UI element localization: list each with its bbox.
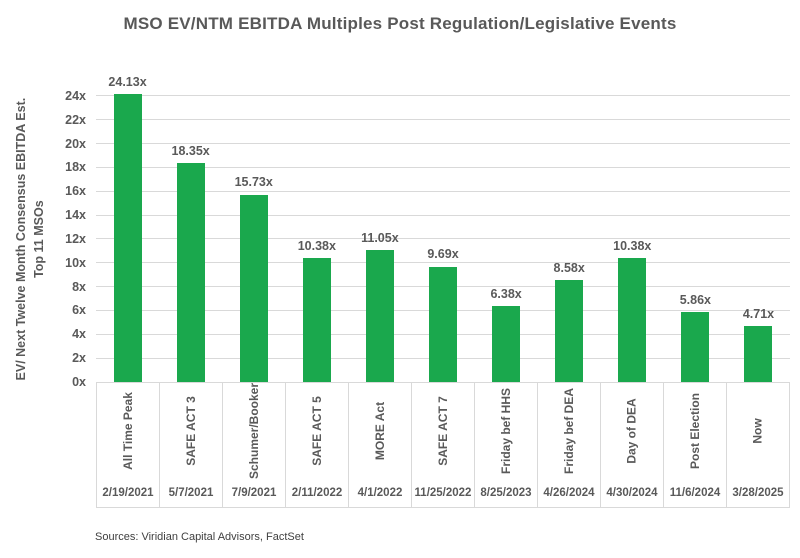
y-tick-label: 8x bbox=[72, 279, 86, 294]
bar-value-label: 18.35x bbox=[171, 144, 210, 159]
y-tick-label: 0x bbox=[72, 375, 86, 389]
category-cell-4: MORE Act 4/1/2022 bbox=[349, 383, 412, 507]
bar-value-label: 15.73x bbox=[234, 175, 273, 190]
bar-value-label: 6.38x bbox=[490, 286, 522, 301]
gridline bbox=[96, 238, 790, 240]
bar-4 bbox=[365, 250, 394, 382]
bar-10 bbox=[744, 325, 773, 382]
y-tick-label: 14x bbox=[65, 208, 86, 223]
category-date: 5/7/2021 bbox=[168, 486, 214, 499]
category-name: Schumer/Booker bbox=[223, 382, 285, 479]
category-name-text: SAFE ACT 7 bbox=[436, 395, 450, 466]
category-date: 11/25/2022 bbox=[414, 486, 472, 499]
category-date: 2/11/2022 bbox=[291, 486, 343, 499]
bar-6 bbox=[492, 305, 521, 382]
y-tick-label: 20x bbox=[65, 136, 86, 151]
gridline bbox=[96, 262, 790, 264]
category-name: SAFE ACT 3 bbox=[160, 383, 222, 478]
category-name-text: All Time Peak bbox=[121, 391, 136, 470]
category-date: 4/26/2024 bbox=[543, 486, 595, 499]
category-cell-8: Day of DEA 4/30/2024 bbox=[601, 383, 664, 507]
y-tick-label: 6x bbox=[72, 303, 86, 318]
y-tick-label: 12x bbox=[65, 231, 86, 246]
category-name-text: Now bbox=[751, 417, 765, 444]
category-name: Now bbox=[727, 383, 789, 478]
bar-3 bbox=[302, 258, 331, 382]
category-name-text: Friday bef HHS bbox=[499, 387, 514, 474]
gridline bbox=[96, 190, 790, 192]
category-cell-7: Friday bef DEA 4/26/2024 bbox=[538, 383, 601, 507]
category-axis: All Time Peak 2/19/2021 SAFE ACT 3 5/7/2021… bbox=[96, 382, 790, 508]
gridline bbox=[96, 143, 790, 145]
category-cell-6: Friday bef HHS 8/25/2023 bbox=[475, 383, 538, 507]
category-cell-1: SAFE ACT 3 5/7/2021 bbox=[160, 383, 223, 507]
category-name: SAFE ACT 7 bbox=[412, 383, 474, 478]
bar-7 bbox=[555, 279, 584, 382]
category-name: SAFE ACT 5 bbox=[286, 383, 348, 478]
plot-area: 24.13x 18.35x 15.73x 10.38x 11.05x 9.69x 6.38x… bbox=[96, 75, 790, 382]
y-axis-tick-labels: 0x 2x 4x 6x 8x 10x 12x 14x 16x 18x 20x 22x 24x bbox=[0, 84, 86, 389]
category-date: 3/28/2025 bbox=[732, 486, 784, 499]
bar-9 bbox=[681, 312, 710, 382]
category-date: 4/1/2022 bbox=[357, 486, 403, 499]
bar-value-label: 10.38x bbox=[613, 239, 652, 254]
bar-0 bbox=[113, 94, 142, 382]
chart-title: MSO EV/NTM EBITDA Multiples Post Regulat… bbox=[123, 14, 677, 33]
bar-5 bbox=[429, 266, 457, 382]
category-cell-10: Now 3/28/2025 bbox=[727, 383, 790, 507]
gridline bbox=[96, 119, 790, 121]
category-name: Friday bef HHS bbox=[475, 383, 537, 478]
bar-value-label: 9.69x bbox=[427, 247, 459, 262]
category-cell-3: SAFE ACT 5 2/11/2022 bbox=[286, 383, 349, 507]
category-name-text: SAFE ACT 5 bbox=[310, 395, 324, 466]
category-cell-0: All Time Peak 2/19/2021 bbox=[97, 383, 160, 507]
category-name: All Time Peak bbox=[97, 383, 159, 478]
bar-value-label: 10.38x bbox=[297, 239, 336, 254]
bar-value-label: 24.13x bbox=[108, 75, 147, 90]
category-cell-9: Post Election 11/6/2024 bbox=[664, 383, 727, 507]
category-name-text: Post Election bbox=[688, 392, 703, 469]
category-cell-2: Schumer/Booker 7/9/2021 bbox=[223, 382, 286, 507]
gridline bbox=[96, 166, 790, 168]
bar-1 bbox=[176, 163, 205, 382]
y-tick-label: 22x bbox=[65, 112, 86, 127]
y-tick-label: 4x bbox=[72, 327, 86, 342]
source-note: Sources: Viridian Capital Advisors, Fact… bbox=[95, 531, 304, 543]
bar-value-label: 4.71x bbox=[742, 306, 775, 321]
bar-2 bbox=[239, 194, 268, 382]
gridline bbox=[96, 95, 790, 97]
category-name-text: SAFE ACT 3 bbox=[184, 395, 198, 466]
y-tick-label: 16x bbox=[65, 184, 86, 199]
category-name-text: Schumer/Booker bbox=[247, 382, 261, 479]
category-date: 7/9/2021 bbox=[231, 486, 277, 499]
gridline bbox=[96, 214, 790, 216]
bar-value-label: 5.86x bbox=[679, 293, 711, 308]
category-name: Day of DEA bbox=[601, 383, 663, 478]
y-tick-label: 2x bbox=[72, 351, 86, 366]
bar-value-label: 8.58x bbox=[553, 260, 585, 275]
category-cell-5: SAFE ACT 7 11/25/2022 bbox=[412, 383, 475, 507]
category-name: Post Election bbox=[664, 383, 726, 478]
category-name-text: MORE Act bbox=[372, 401, 387, 460]
y-tick-label: 24x bbox=[65, 88, 86, 103]
bar-value-label: 11.05x bbox=[361, 231, 399, 246]
category-date: 2/19/2021 bbox=[102, 486, 154, 499]
category-date: 8/25/2023 bbox=[480, 486, 532, 499]
y-tick-label: 10x bbox=[65, 255, 86, 270]
category-name-text: Friday bef DEA bbox=[562, 387, 577, 474]
category-name: Friday bef DEA bbox=[538, 383, 600, 478]
y-tick-label: 18x bbox=[65, 160, 86, 175]
category-name-text: Day of DEA bbox=[625, 397, 639, 464]
category-name: MORE Act bbox=[349, 383, 411, 478]
category-date: 4/30/2024 bbox=[606, 486, 658, 499]
category-date: 11/6/2024 bbox=[669, 486, 721, 499]
bar-8 bbox=[618, 258, 647, 382]
